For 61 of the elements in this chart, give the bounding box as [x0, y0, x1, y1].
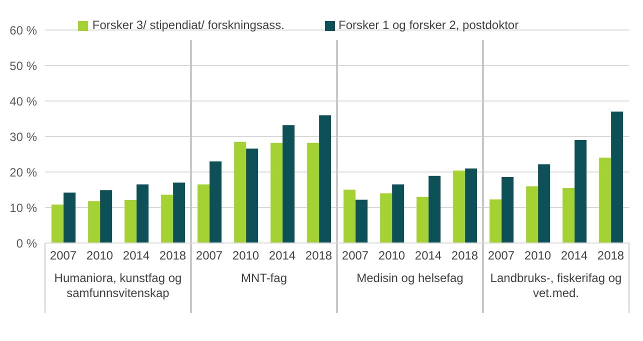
bar — [52, 204, 64, 243]
legend-label: Forsker 1 og forsker 2, postdoktor — [338, 18, 519, 32]
x-tick-label: 2010 — [524, 248, 552, 263]
bar — [124, 200, 137, 243]
legend-label: Forsker 3/ stipendiat/ forskningsass. — [92, 18, 284, 32]
y-tick-label: 30 % — [10, 130, 38, 144]
x-tick-label: 2014 — [414, 248, 442, 263]
bar — [136, 184, 149, 243]
x-tick-label: 2007 — [342, 248, 369, 263]
y-tick-label: 20 % — [10, 165, 38, 180]
bar — [599, 158, 612, 243]
x-tick-label: 2018 — [597, 248, 624, 263]
bar — [428, 176, 441, 243]
y-tick-label: 40 % — [10, 94, 38, 108]
x-tick-label: 2010 — [86, 248, 114, 263]
bar — [270, 142, 283, 243]
x-tick-label: 2007 — [488, 248, 515, 263]
bar — [465, 168, 478, 243]
x-tick-label: 2014 — [122, 248, 150, 263]
text: Humaniora, kunstfag og samfunnsvitenskap — [53, 271, 183, 301]
bar — [282, 125, 295, 243]
x-tick-label: 2007 — [50, 248, 77, 263]
text: Medisin og helsefag — [356, 271, 464, 286]
x-tick-label: 2018 — [451, 248, 478, 263]
bar — [453, 170, 466, 243]
x-tick-label: 2007 — [196, 248, 223, 263]
y-tick-label: 0 % — [16, 236, 38, 250]
bar — [538, 164, 550, 243]
x-tick-label: 2018 — [159, 248, 186, 263]
text: Landbruks-, fiskerifag og vet.med. — [489, 271, 623, 301]
bar — [173, 182, 186, 243]
x-tick-label: 2018 — [305, 248, 332, 263]
bar — [416, 196, 429, 243]
bar — [210, 161, 222, 243]
bar — [526, 186, 538, 243]
x-tick-label: 2014 — [268, 248, 296, 263]
bar — [562, 188, 575, 243]
x-tick-label: 2010 — [232, 248, 260, 263]
bar — [356, 200, 368, 243]
bar — [88, 201, 100, 243]
x-tick-label: 2014 — [560, 248, 588, 263]
bar — [344, 190, 356, 243]
y-tick-label: 50 % — [10, 58, 38, 73]
bar — [574, 140, 587, 243]
bar — [198, 184, 210, 243]
bar — [234, 142, 246, 243]
bar — [490, 199, 502, 243]
bar — [392, 184, 404, 243]
bar — [246, 148, 258, 243]
bar — [100, 190, 112, 243]
bar — [161, 194, 174, 243]
bar — [307, 142, 320, 243]
bar — [611, 112, 624, 243]
bar — [502, 176, 514, 243]
text: MNT-fag — [240, 271, 288, 286]
y-tick-label: 10 % — [10, 200, 38, 215]
x-tick-label: 2010 — [378, 248, 406, 263]
y-tick-label: 60 % — [10, 23, 38, 38]
bar — [64, 192, 76, 243]
bar — [319, 115, 332, 243]
bar — [380, 193, 392, 243]
